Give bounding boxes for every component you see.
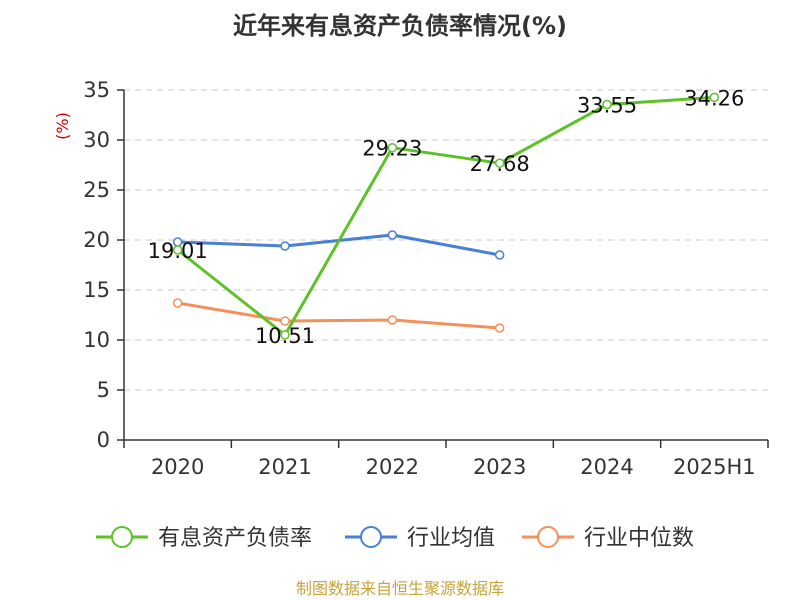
data-point [172,245,183,255]
gridlines [124,89,768,391]
legend-label: 行业均值 [407,526,495,551]
data-point [494,323,505,333]
y-axis-label: (%) [53,112,72,140]
data-point [387,230,398,240]
series-line [176,301,502,330]
axes [117,89,769,448]
y-tick-label: 10 [83,328,110,352]
data-labels: 19.01 10.51 29.23 27.68 33.55 34.26 [148,86,745,348]
data-point [280,330,290,340]
data-label: 34.26 [684,86,744,110]
y-tick-labels: 0 5 10 15 20 25 30 35 [83,78,110,452]
x-tick-label: 2025H1 [673,455,756,479]
y-tick-label: 20 [83,228,110,252]
y-tick-label: 5 [97,378,110,402]
y-tick-label: 0 [97,428,110,452]
series-line [176,233,502,257]
legend-label: 行业中位数 [584,526,694,551]
data-point [172,298,183,308]
data-point [387,142,398,153]
series-1 [172,230,505,260]
x-tick-label: 2023 [473,455,526,479]
data-label: 33.55 [577,94,637,118]
legend-swatch-marker [111,526,133,548]
data-point [280,241,290,251]
legend-item: 行业均值 [345,526,495,551]
legend-label: 有息资产负债率 [158,526,312,551]
y-tick-label: 30 [83,128,110,152]
data-label: 29.23 [362,137,422,161]
y-tick-label: 35 [83,78,110,102]
legend-swatch-marker [360,526,382,548]
data-label: 27.68 [470,152,530,176]
series-group [172,92,720,340]
series-2 [172,298,505,333]
data-point [602,99,612,110]
legend-swatch-marker [537,526,559,548]
legend: 有息资产负债率 行业均值 行业中位数 [96,526,694,551]
y-tick-label: 25 [83,178,110,202]
legend-item: 有息资产负债率 [96,526,312,551]
x-tick-label: 2021 [258,455,311,479]
data-point [494,250,505,260]
x-tick-labels: 2020 2021 2022 2023 2024 2025H1 [151,455,756,479]
source-note: 制图数据来自恒生聚源数据库 [296,579,504,598]
x-tick-label: 2020 [151,455,204,479]
series-0 [172,92,720,340]
data-point [280,316,290,326]
data-label: 10.51 [255,324,315,348]
data-point [709,92,720,103]
data-point [494,158,505,168]
y-tick-label: 15 [83,278,110,302]
x-tick-label: 2022 [366,455,419,479]
chart-title: 近年来有息资产负债率情况(%) [233,12,567,40]
data-label: 19.01 [148,239,208,263]
data-point [387,315,398,325]
legend-item: 行业中位数 [522,526,694,551]
x-tick-label: 2024 [580,455,633,479]
series-line [176,95,716,337]
